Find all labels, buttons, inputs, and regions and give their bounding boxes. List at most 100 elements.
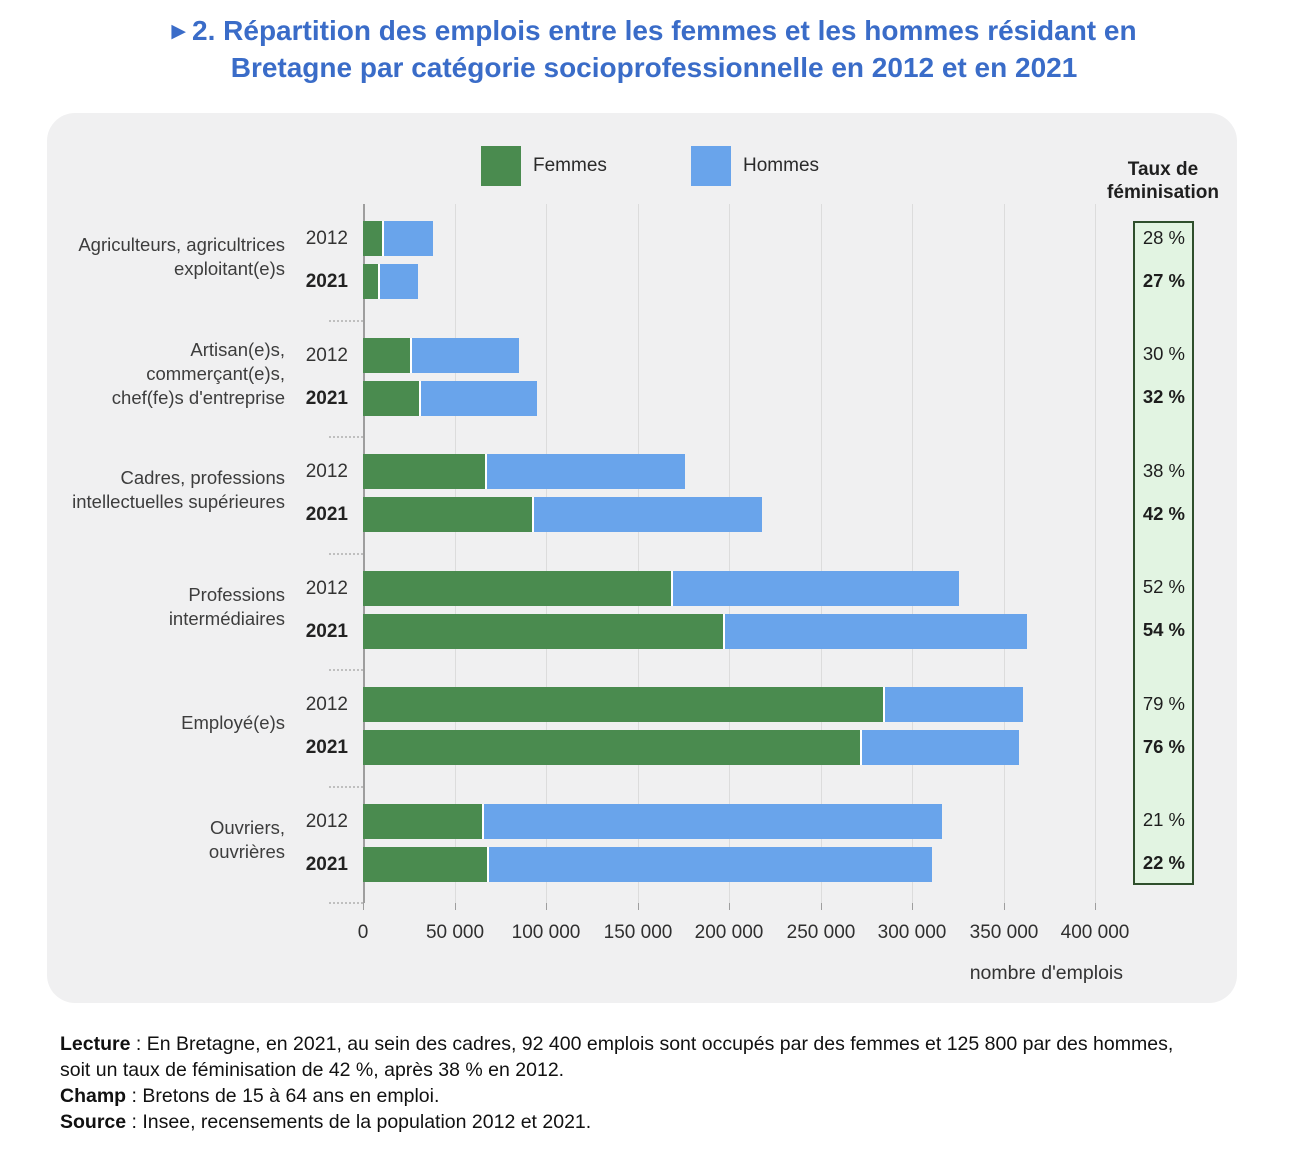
- x-tick-label: 150 000: [603, 922, 673, 943]
- note-source: Source : Insee, recensements de la popul…: [60, 1110, 1200, 1136]
- hommes-segment: [377, 264, 419, 299]
- feminisation-value: 32 %: [1142, 386, 1185, 407]
- axis-tick: [363, 903, 364, 910]
- year-label-2021: 2021: [305, 387, 348, 409]
- category-label: Ouvriers, ouvrières: [208, 816, 285, 862]
- x-tick-label: 350 000: [969, 922, 1039, 943]
- femmes-segment: [363, 846, 487, 882]
- femmes-segment: [363, 570, 672, 606]
- x-tick-label: 200 000: [694, 922, 764, 943]
- feminisation-value: 79 %: [1142, 692, 1185, 714]
- x-tick-label: 250 000: [786, 922, 856, 943]
- hommes-segment: [418, 380, 537, 416]
- x-tick-label: 400 000: [1060, 922, 1130, 943]
- feminisation-value: 52 %: [1142, 576, 1185, 597]
- legend-label-femmes: Femmes: [533, 155, 607, 176]
- axis-tick: [1095, 903, 1096, 910]
- hommes-segment: [723, 613, 1028, 649]
- note-lecture: Lecture : En Bretagne, en 2021, au sein …: [60, 1032, 1200, 1084]
- legend-label-hommes: Hommes: [743, 155, 820, 176]
- note-lecture-label: Lecture: [60, 1033, 131, 1055]
- bar-row-2021: [363, 380, 1095, 416]
- axis-tick: [546, 903, 547, 910]
- gridline: [1004, 204, 1005, 903]
- gridline: [638, 204, 639, 903]
- gridline: [1095, 204, 1096, 903]
- feminisation-value: 76 %: [1142, 735, 1185, 757]
- hommes-segment: [382, 221, 434, 256]
- femmes-segment: [363, 264, 378, 299]
- feminisation-header-line2: féminisation: [1107, 182, 1219, 204]
- feminisation-value: 54 %: [1142, 619, 1185, 640]
- note-champ-text: : Bretons de 15 à 64 ans en emploi.: [126, 1084, 440, 1107]
- feminisation-value: 38 %: [1142, 459, 1185, 481]
- gridline: [912, 204, 913, 903]
- x-tick-label: 0: [357, 922, 369, 943]
- femmes-segment: [363, 497, 533, 532]
- hommes-segment: [859, 730, 1020, 765]
- hommes-segment: [532, 497, 763, 532]
- note-source-label: Source: [60, 1110, 127, 1133]
- note-source-text: : Insee, recensements de la population 2…: [126, 1110, 592, 1133]
- figure-title: ▶ 2. Répartition des emplois entre les fe…: [0, 12, 1308, 86]
- group-separator: [329, 319, 363, 322]
- axis-tick: [455, 903, 456, 910]
- feminisation-rate-header: Taux de féminisation: [1103, 158, 1223, 204]
- note-champ: Champ : Bretons de 15 à 64 ans en emploi…: [60, 1084, 1200, 1110]
- group-separator: [329, 785, 363, 788]
- year-label-2012: 2012: [305, 577, 348, 599]
- hommes-segment: [882, 687, 1023, 722]
- y-axis-line: [363, 204, 365, 903]
- year-label-2012: 2012: [305, 810, 348, 832]
- note-champ-label: Champ: [60, 1084, 127, 1107]
- title-line-2: Bretagne par catégorie socioprofessionne…: [230, 52, 1078, 84]
- category-label: Employé(e)s: [181, 712, 285, 733]
- hommes-segment: [485, 454, 685, 489]
- bar-row-2012: [363, 803, 1095, 839]
- legend-item-hommes: Hommes: [691, 146, 819, 186]
- note-lecture-text: : En Bretagne, en 2021, au sein des cadr…: [60, 1033, 1174, 1081]
- hommes-segment: [671, 570, 959, 606]
- feminisation-value: 30 %: [1142, 343, 1185, 364]
- feminisation-value: 22 %: [1142, 852, 1185, 873]
- bar-row-2012: [363, 337, 1095, 373]
- axis-tick: [1004, 903, 1005, 910]
- year-label-2012: 2012: [305, 228, 348, 249]
- year-label-2021: 2021: [305, 504, 348, 525]
- figure-notes: Lecture : En Bretagne, en 2021, au sein …: [60, 1032, 1200, 1136]
- group-separator: [329, 669, 363, 671]
- hommes-segment: [482, 803, 942, 839]
- group-separator: [329, 902, 363, 904]
- bar-row-2021: [363, 730, 1095, 765]
- title-line-1: 2. Répartition des emplois entre les fem…: [192, 15, 1137, 46]
- year-label-2012: 2012: [305, 461, 348, 482]
- year-label-2021: 2021: [305, 620, 348, 642]
- femmes-segment: [363, 337, 410, 373]
- year-label-2012: 2012: [305, 344, 348, 366]
- plot-area: 0 50 000 100 000 150 000 200 000 250 000 300 0…: [358, 204, 1129, 943]
- year-label-2021: 2021: [305, 271, 348, 292]
- category-label: Cadres, professions intellectuelles supér…: [72, 467, 285, 512]
- bar-row-2012: [363, 687, 1095, 722]
- femmes-segment: [363, 380, 419, 416]
- category-label: Agriculteurs, agricultrices exploitant(e)…: [78, 234, 285, 279]
- feminisation-value: 28 %: [1142, 226, 1185, 248]
- legend-item-femmes: Femmes: [481, 146, 607, 186]
- bar-row-2021: [363, 846, 1095, 882]
- bar-row-2021: [363, 497, 1095, 532]
- bar-row-2021: [363, 613, 1095, 649]
- bar-row-2012: [363, 454, 1095, 489]
- feminisation-rate-box: [1133, 221, 1194, 885]
- feminisation-value: 27 %: [1142, 269, 1185, 291]
- feminisation-value: 42 %: [1142, 502, 1185, 524]
- femmes-segment: [363, 221, 383, 256]
- axis-tick: [821, 903, 822, 910]
- gridline: [729, 204, 730, 903]
- group-separator: [329, 552, 363, 555]
- femmes-segment: [363, 803, 483, 839]
- femmes-segment: [363, 730, 860, 765]
- femmes-swatch-icon: [481, 146, 521, 186]
- bar-row-2021: [363, 264, 1095, 299]
- year-label-2021: 2021: [305, 737, 348, 758]
- axis-tick: [729, 903, 730, 910]
